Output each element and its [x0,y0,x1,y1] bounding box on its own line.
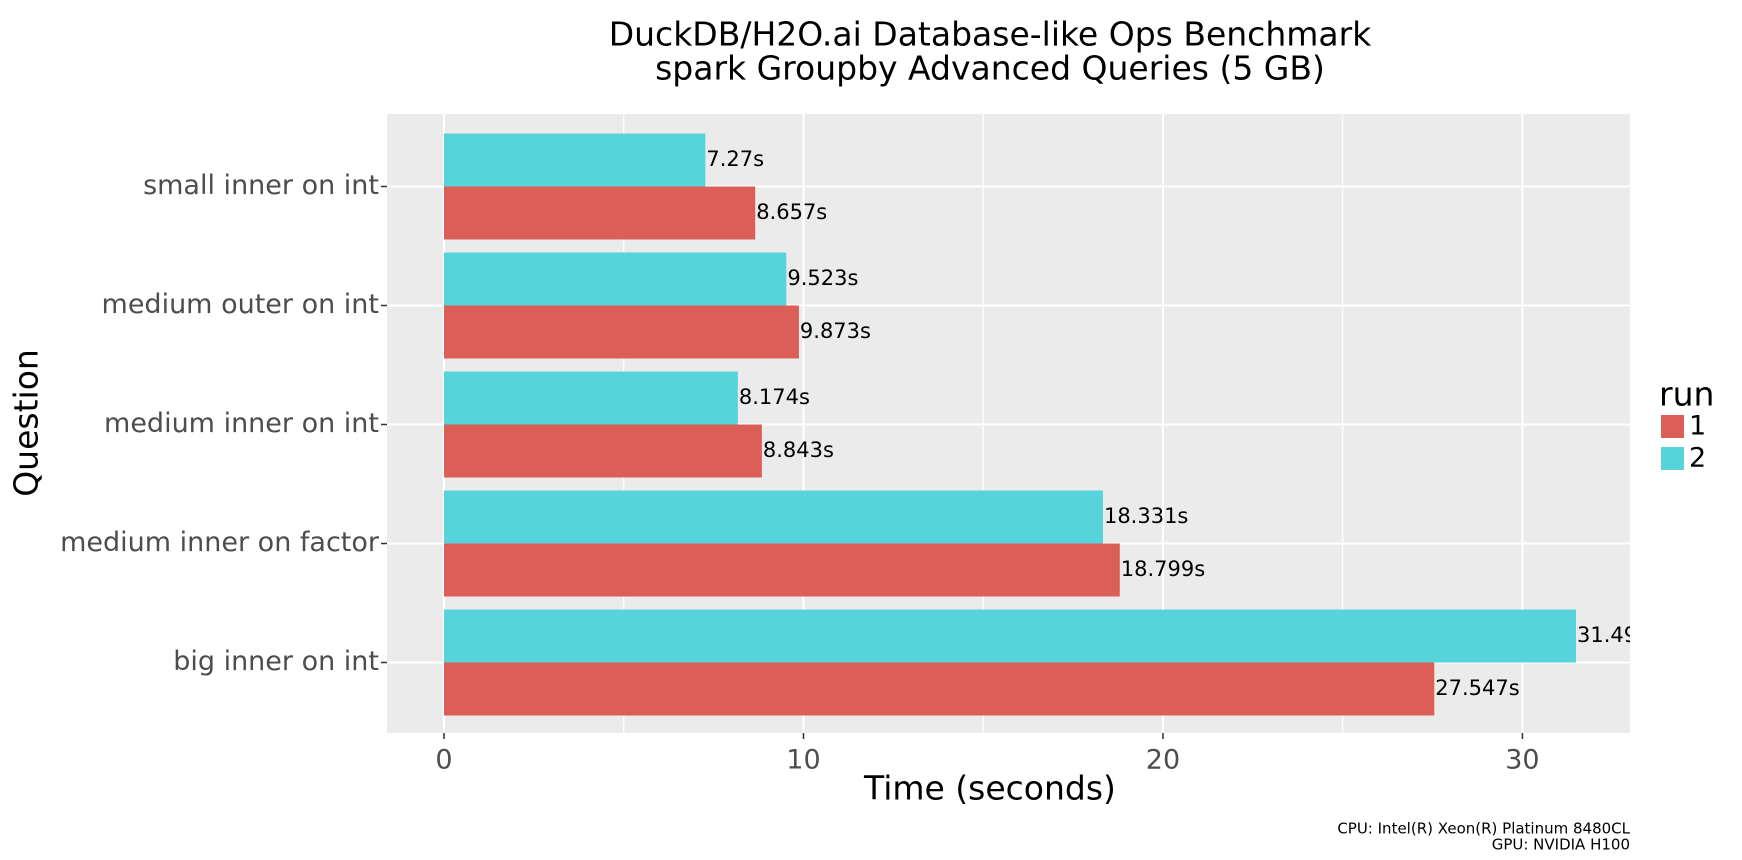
bar-run-1 [444,186,756,240]
y-tick-label: medium outer on int [102,289,379,320]
data-label: 9.523s [787,266,858,290]
bar-run-1 [444,305,799,359]
bar-run-2 [444,490,1103,544]
data-label: 8.843s [763,438,834,462]
bars-layer [444,133,1576,716]
bar-run-1 [444,662,1435,716]
bar-run-2 [444,609,1576,663]
y-tick-label: big inner on int [173,646,379,677]
legend-label-run-1: 1 [1689,411,1706,442]
legend-label-run-2: 2 [1689,443,1706,474]
bar-run-2 [444,252,787,306]
legend: 12 [1661,411,1706,474]
y-axis-title: Question [7,349,46,497]
bar-run-1 [444,543,1120,597]
bar-run-2 [444,371,738,425]
x-tick-label: 10 [786,745,820,776]
caption-line-1: CPU: Intel(R) Xeon(R) Platinum 8480CL [1337,820,1630,838]
data-label: 27.547s [1435,676,1519,700]
x-tick-label: 0 [435,745,452,776]
data-label: 9.873s [800,319,871,343]
data-label: 8.174s [739,385,810,409]
chart-subtitle: spark Groupby Advanced Queries (5 GB) [655,49,1325,88]
data-label: 8.657s [756,200,827,224]
y-tick-label: small inner on int [143,170,379,201]
data-label: 7.27s [706,147,764,171]
x-tick-label: 20 [1146,745,1180,776]
x-axis-layer: 0 10 20 30 [435,733,1540,776]
legend-title: run [1659,375,1714,414]
bar-run-2 [444,133,706,187]
legend-swatch-run-1 [1661,415,1684,438]
data-label: 18.799s [1121,557,1205,581]
x-tick-label: 30 [1505,745,1539,776]
legend-swatch-run-2 [1661,447,1684,470]
x-axis-title: Time (seconds) [863,769,1116,808]
chart-title: DuckDB/H2O.ai Database-like Ops Benchmar… [609,15,1372,54]
labels-layer: 7.27s 8.657s 9.523s 9.873s 8.174s 8.843s 18.33… [706,147,1637,700]
data-label: 31.49 [1577,623,1637,647]
y-axis-layer: small inner on int medium outer on int med… [60,170,387,677]
caption-line-2: GPU: NVIDIA H100 [1492,836,1630,854]
data-label: 18.331s [1104,504,1188,528]
bar-run-1 [444,424,762,478]
y-tick-label: medium inner on factor [60,527,380,558]
y-tick-label: medium inner on int [104,408,379,439]
